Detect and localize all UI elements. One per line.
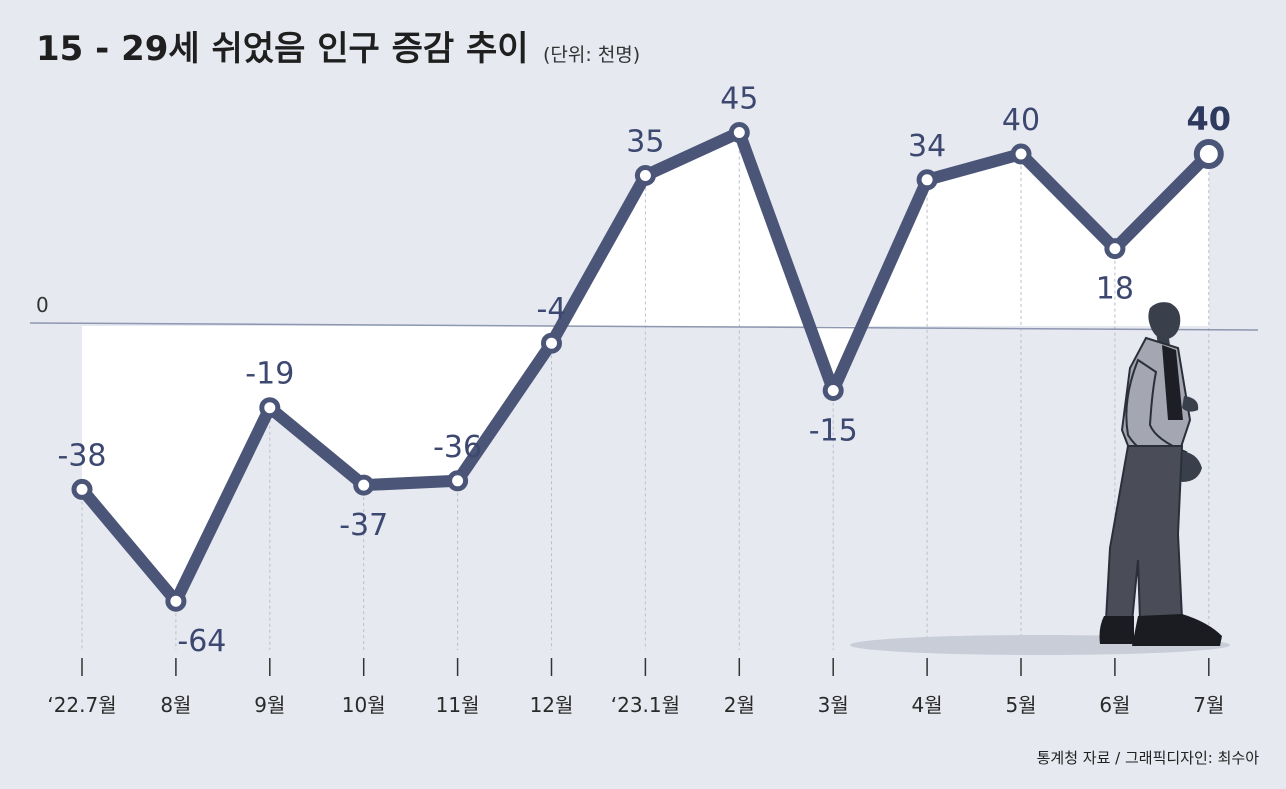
- x-tick-label: 3월: [818, 693, 849, 717]
- x-tick-label: 2월: [724, 693, 755, 717]
- man-shoe-back: [1099, 616, 1134, 644]
- x-tick-label: 6월: [1099, 693, 1130, 717]
- data-point: [916, 169, 938, 191]
- data-point: [541, 332, 562, 354]
- x-ticks: [81, 658, 1210, 676]
- data-label: -4: [537, 292, 567, 327]
- x-tick-label: 10월: [342, 693, 386, 717]
- data-label: 40: [1002, 103, 1040, 138]
- x-tick-label: ‘22.7월: [47, 693, 116, 717]
- data-point: [1010, 143, 1032, 165]
- zero-label: 0: [36, 293, 49, 317]
- x-tick-label: 11월: [436, 693, 480, 717]
- chart-title: 15 - 29세 쉬었음 인구 증감 추이: [36, 29, 529, 69]
- man-shoe-front: [1132, 614, 1222, 646]
- man-other-hand: [1182, 396, 1199, 412]
- data-label: -19: [245, 357, 294, 392]
- man-trousers: [1104, 445, 1184, 624]
- x-tick-labels: ‘22.7월 8월 9월 10월 11월 12월 ‘23.1월 2월 3월 4월 5월 6월 7월: [47, 693, 1224, 717]
- man-head: [1148, 302, 1181, 340]
- data-label: -64: [177, 624, 226, 659]
- data-label: 18: [1096, 272, 1134, 307]
- data-label: 40: [1187, 100, 1232, 138]
- man-shirt: [1162, 345, 1183, 420]
- data-point: [728, 122, 750, 143]
- data-label: 34: [908, 129, 946, 164]
- man-walking-illustration: [850, 302, 1230, 655]
- data-point: [71, 478, 93, 500]
- unit-label: (단위: 천명): [543, 44, 640, 66]
- x-tick-label: 4월: [912, 693, 943, 717]
- data-label: -15: [809, 414, 858, 449]
- data-label: 45: [720, 82, 758, 117]
- data-point: [447, 470, 469, 492]
- data-point: [822, 380, 844, 401]
- data-label: 35: [626, 125, 664, 160]
- x-tick-label: 7월: [1193, 693, 1224, 717]
- data-label: -37: [339, 508, 388, 543]
- data-point: [1104, 238, 1126, 260]
- data-point: [165, 590, 187, 612]
- series-points: [71, 122, 1224, 612]
- source-credit: 통계청 자료 / 그래픽디자인: 최수아: [1037, 749, 1260, 767]
- data-point: [259, 397, 281, 419]
- x-tick-label: 5월: [1005, 693, 1036, 717]
- data-point: [1193, 139, 1224, 169]
- data-point: [353, 474, 375, 496]
- zero-baseline: [29, 322, 1259, 331]
- x-tick-label: 8월: [160, 693, 191, 717]
- data-label: -38: [58, 438, 107, 473]
- data-point: [634, 165, 656, 186]
- data-labels: -38 -64 -19 -37 -36 -4 35 45 -15 34 40 18 40: [58, 82, 1232, 660]
- data-label: -36: [433, 430, 482, 465]
- x-tick-label: 9월: [254, 693, 285, 717]
- x-tick-label: 12월: [530, 693, 574, 717]
- x-tick-label: ‘23.1월: [611, 693, 680, 717]
